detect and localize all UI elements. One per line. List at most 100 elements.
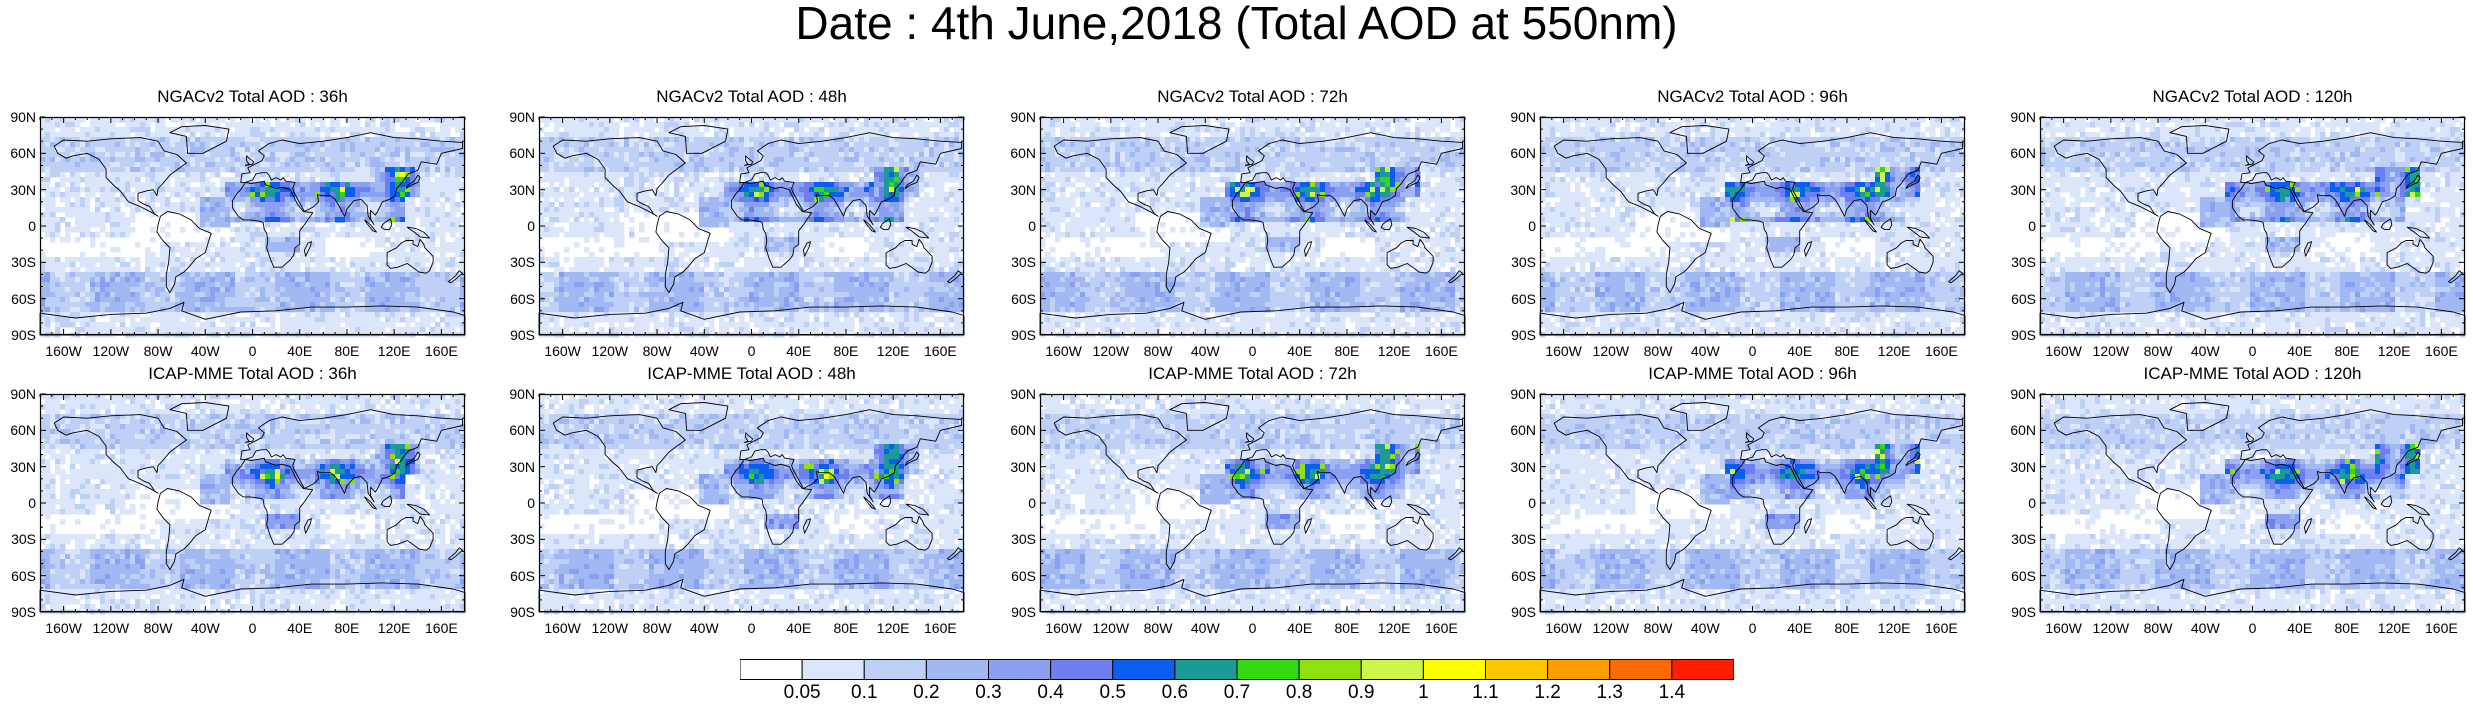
aod-cell — [400, 157, 406, 163]
aod-cell — [654, 172, 660, 178]
aod-cell — [65, 302, 71, 308]
aod-cell — [250, 197, 256, 203]
aod-cell — [170, 272, 176, 278]
aod-cell — [320, 232, 326, 238]
aod-cell — [100, 182, 106, 188]
aod-cell — [310, 167, 316, 173]
aod-cell — [889, 147, 895, 153]
aod-cell — [589, 212, 595, 218]
aod-cell — [799, 162, 805, 168]
aod-cell — [340, 152, 346, 158]
aod-cell — [784, 197, 790, 203]
aod-cell — [195, 122, 201, 128]
aod-cell — [75, 122, 81, 128]
aod-cell — [405, 192, 411, 198]
aod-cell — [50, 302, 56, 308]
aod-cell — [410, 277, 416, 283]
aod-cell — [65, 132, 71, 138]
aod-cell — [430, 282, 436, 288]
aod-cell — [405, 232, 411, 238]
aod-cell — [609, 127, 615, 133]
aod-cell — [310, 162, 316, 168]
aod-cell — [50, 162, 56, 168]
aod-cell — [450, 222, 456, 228]
aod-cell — [210, 302, 216, 308]
aod-cell — [819, 192, 825, 198]
aod-cell — [405, 277, 411, 283]
aod-cell — [200, 162, 206, 168]
aod-cell — [320, 312, 326, 318]
aod-cell — [230, 302, 236, 308]
aod-cell — [50, 197, 56, 203]
aod-cell — [774, 167, 780, 173]
aod-cell — [290, 272, 296, 278]
aod-cell — [924, 127, 930, 133]
aod-cell — [115, 267, 121, 273]
aod-cell — [749, 127, 755, 133]
aod-cell — [440, 122, 446, 128]
aod-cell — [95, 322, 101, 328]
aod-cell — [355, 157, 361, 163]
aod-cell — [385, 272, 391, 278]
aod-cell — [190, 267, 196, 273]
aod-cell — [175, 162, 181, 168]
aod-cell — [614, 162, 620, 168]
aod-cell — [719, 217, 725, 223]
aod-cell — [100, 327, 106, 333]
aod-cell — [544, 162, 550, 168]
aod-cell — [440, 167, 446, 173]
aod-cell — [320, 242, 326, 248]
aod-cell — [275, 272, 281, 278]
aod-cell — [340, 187, 346, 193]
aod-cell — [315, 247, 321, 253]
aod-cell — [949, 122, 955, 128]
aod-cell — [849, 212, 855, 218]
aod-cell — [45, 297, 51, 303]
aod-cell — [90, 282, 96, 288]
aod-cell — [824, 162, 830, 168]
aod-cell — [70, 262, 76, 268]
aod-cell — [285, 292, 291, 298]
aod-cell — [834, 192, 840, 198]
aod-cell — [420, 282, 426, 288]
aod-cell — [739, 142, 745, 148]
aod-cell — [425, 142, 431, 148]
aod-cell — [604, 222, 610, 228]
aod-cell — [440, 187, 446, 193]
aod-cell — [784, 207, 790, 213]
aod-cell — [345, 277, 351, 283]
aod-cell — [564, 172, 570, 178]
aod-cell — [230, 322, 236, 328]
aod-cell — [824, 207, 830, 213]
aod-cell — [884, 127, 890, 133]
aod-cell — [240, 247, 246, 253]
aod-cell — [609, 167, 615, 173]
aod-cell — [270, 307, 276, 313]
aod-cell — [564, 167, 570, 173]
aod-cell — [265, 312, 271, 318]
aod-cell — [200, 297, 206, 303]
aod-cell — [430, 157, 436, 163]
aod-cell — [155, 157, 161, 163]
aod-cell — [130, 312, 136, 318]
aod-cell — [390, 152, 396, 158]
aod-cell — [589, 177, 595, 183]
aod-cell — [90, 317, 96, 323]
aod-cell — [714, 177, 720, 183]
aod-cell — [170, 142, 176, 148]
aod-cell — [934, 142, 940, 148]
aod-cell — [70, 132, 76, 138]
aod-cell — [909, 207, 915, 213]
aod-cell — [889, 192, 895, 198]
aod-cell — [125, 152, 131, 158]
aod-cell — [375, 297, 381, 303]
aod-cell — [270, 127, 276, 133]
aod-cell — [609, 187, 615, 193]
aod-cell — [215, 202, 221, 208]
aod-cell — [140, 327, 146, 333]
aod-cell — [175, 307, 181, 313]
aod-cell — [85, 187, 91, 193]
aod-cell — [450, 292, 456, 298]
aod-cell — [245, 297, 251, 303]
aod-cell — [365, 237, 371, 243]
